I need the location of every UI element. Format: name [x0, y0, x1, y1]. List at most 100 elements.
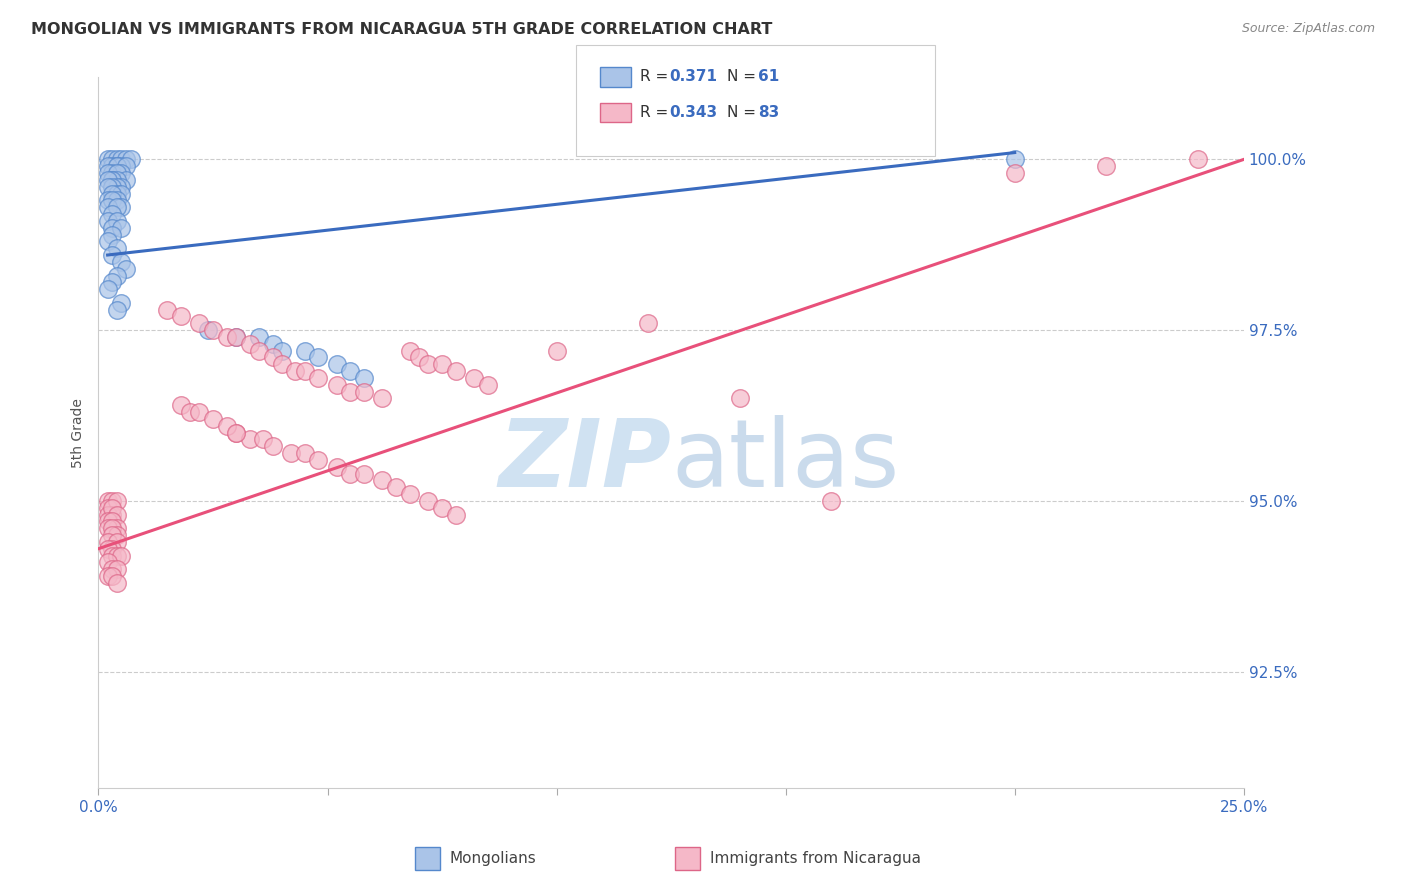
Point — [270, 343, 292, 358]
Point — [385, 480, 408, 494]
Point — [97, 494, 120, 508]
Point — [105, 528, 128, 542]
Point — [399, 343, 422, 358]
Point — [1004, 166, 1026, 180]
Point — [252, 433, 274, 447]
Point — [110, 255, 132, 269]
Point — [325, 377, 347, 392]
Point — [307, 453, 329, 467]
Point — [477, 377, 499, 392]
Point — [105, 179, 128, 194]
Point — [110, 200, 132, 214]
Point — [97, 159, 120, 173]
Point — [97, 521, 120, 535]
Point — [247, 343, 270, 358]
Point — [225, 330, 247, 344]
Text: 83: 83 — [758, 105, 779, 120]
Point — [97, 515, 120, 529]
Point — [225, 425, 247, 440]
Point — [101, 569, 124, 583]
Point — [225, 425, 247, 440]
Point — [262, 351, 284, 365]
Text: 61: 61 — [758, 70, 779, 84]
Point — [101, 515, 124, 529]
Point — [105, 562, 128, 576]
Point — [156, 302, 179, 317]
Point — [215, 418, 238, 433]
Point — [1004, 153, 1026, 167]
Point — [105, 241, 128, 255]
Point — [101, 159, 124, 173]
Point — [430, 357, 453, 371]
Point — [110, 166, 132, 180]
Point — [101, 562, 124, 576]
Point — [110, 295, 132, 310]
Point — [115, 153, 138, 167]
Point — [444, 364, 467, 378]
Point — [353, 384, 375, 399]
Point — [97, 541, 120, 556]
Point — [120, 153, 142, 167]
Point — [101, 494, 124, 508]
Point — [101, 521, 124, 535]
Text: MONGOLIAN VS IMMIGRANTS FROM NICARAGUA 5TH GRADE CORRELATION CHART: MONGOLIAN VS IMMIGRANTS FROM NICARAGUA 5… — [31, 22, 772, 37]
Point — [353, 371, 375, 385]
Text: Source: ZipAtlas.com: Source: ZipAtlas.com — [1241, 22, 1375, 36]
Point — [430, 500, 453, 515]
Text: N =: N = — [727, 70, 761, 84]
Point — [239, 336, 262, 351]
Point — [105, 575, 128, 590]
Point — [170, 310, 193, 324]
Point — [105, 508, 128, 522]
Point — [110, 186, 132, 201]
Text: Mongolians: Mongolians — [450, 851, 537, 865]
Point — [188, 405, 211, 419]
Text: R =: R = — [640, 70, 673, 84]
Point — [280, 446, 302, 460]
Point — [101, 549, 124, 563]
Point — [97, 166, 120, 180]
Point — [284, 364, 307, 378]
Point — [339, 467, 361, 481]
Point — [262, 439, 284, 453]
Point — [105, 302, 128, 317]
Point — [239, 433, 262, 447]
Point — [105, 549, 128, 563]
Point — [294, 364, 316, 378]
Point — [215, 330, 238, 344]
Point — [371, 392, 394, 406]
Text: 0.371: 0.371 — [669, 70, 717, 84]
Point — [101, 276, 124, 290]
Point — [201, 323, 224, 337]
Point — [97, 500, 120, 515]
Point — [97, 173, 120, 187]
Point — [110, 549, 132, 563]
Point — [820, 494, 842, 508]
Point — [101, 528, 124, 542]
Point — [179, 405, 201, 419]
Point — [101, 186, 124, 201]
Point — [307, 371, 329, 385]
Point — [418, 357, 440, 371]
Point — [225, 330, 247, 344]
Point — [371, 474, 394, 488]
Point — [97, 214, 120, 228]
Point — [97, 508, 120, 522]
Point — [101, 227, 124, 242]
Point — [105, 214, 128, 228]
Point — [325, 459, 347, 474]
Point — [101, 173, 124, 187]
Point — [110, 153, 132, 167]
Point — [110, 159, 132, 173]
Point — [1187, 153, 1209, 167]
Point — [399, 487, 422, 501]
Point — [105, 534, 128, 549]
Point — [637, 316, 659, 330]
Point — [101, 153, 124, 167]
Point — [105, 173, 128, 187]
Point — [463, 371, 485, 385]
Point — [101, 166, 124, 180]
Point — [97, 569, 120, 583]
Point — [105, 159, 128, 173]
Point — [270, 357, 292, 371]
